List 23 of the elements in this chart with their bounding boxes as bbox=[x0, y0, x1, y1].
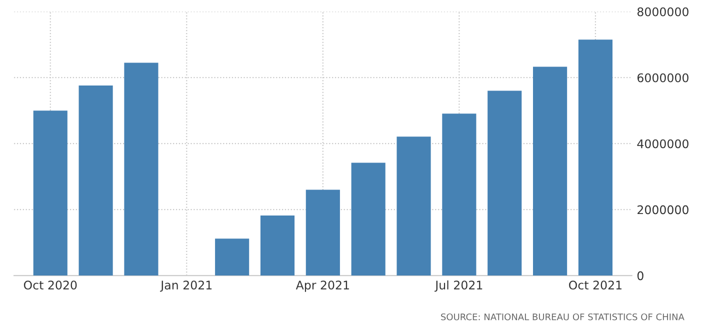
bar bbox=[124, 62, 158, 276]
y-tick-label: 2000000 bbox=[638, 205, 688, 214]
bar bbox=[306, 190, 340, 276]
y-tick-label: 6000000 bbox=[637, 73, 688, 82]
bar bbox=[78, 86, 113, 276]
bar bbox=[533, 66, 568, 276]
bar bbox=[442, 114, 476, 276]
bar bbox=[396, 136, 431, 276]
bar bbox=[578, 40, 612, 276]
bar bbox=[215, 238, 250, 276]
bar bbox=[33, 110, 68, 276]
y-tick-label: 8000000 bbox=[637, 7, 688, 16]
x-tick-label: Jul 2021 bbox=[434, 280, 482, 292]
x-tick-label: Apr 2021 bbox=[296, 280, 349, 292]
x-tick-label: Oct 2021 bbox=[569, 280, 622, 290]
bar bbox=[260, 216, 295, 276]
source-note: SOURCE: NATIONAL BUREAU OF STATISTICS OF CHINA bbox=[441, 313, 684, 320]
x-tick-label: Oct 2020 bbox=[24, 280, 77, 290]
y-tick-label: 4000000 bbox=[637, 139, 688, 148]
y-tick-label: 0 bbox=[637, 271, 644, 280]
bar bbox=[488, 90, 522, 276]
x-tick-label: Jan 2021 bbox=[160, 280, 212, 292]
bar bbox=[351, 162, 386, 276]
